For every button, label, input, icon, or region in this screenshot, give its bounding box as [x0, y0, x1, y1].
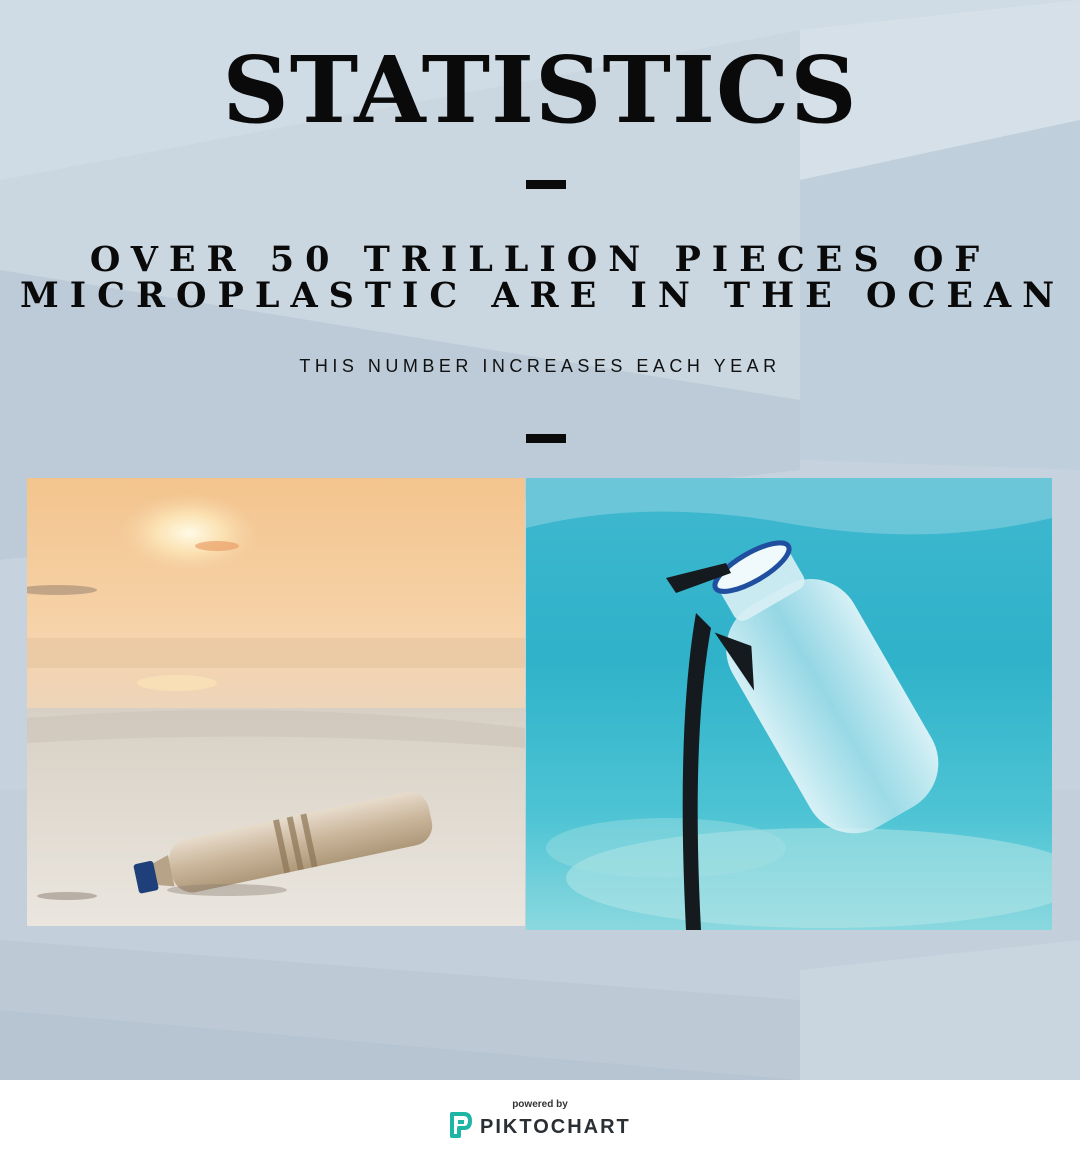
divider-bottom — [526, 434, 566, 443]
footer: powered by PIKTOCHART — [0, 1080, 1080, 1160]
brand-name: PIKTOCHART — [480, 1115, 631, 1138]
beach-bottle-photo — [27, 478, 525, 926]
piktochart-logo[interactable]: PIKTOCHART — [450, 1111, 631, 1143]
subheadline: THIS NUMBER INCREASES EACH YEAR — [299, 356, 781, 376]
page-title: STATISTICS — [222, 36, 858, 144]
headline-line-1: OVER 50 TRILLION PIECES OF — [89, 239, 991, 280]
underwater-bottle-photo — [526, 478, 1052, 930]
divider-top — [526, 180, 566, 189]
headline-line-2: MICROPLASTIC ARE IN THE OCEAN — [20, 275, 1066, 316]
powered-by-label: powered by — [512, 1099, 568, 1110]
piktochart-icon — [450, 1111, 472, 1143]
